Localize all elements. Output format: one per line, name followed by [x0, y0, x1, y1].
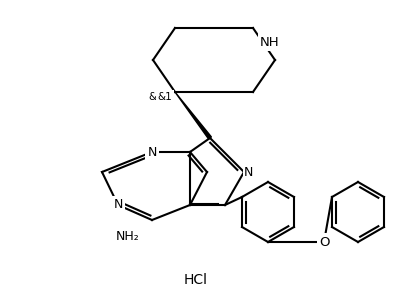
Text: NH₂: NH₂ — [116, 230, 140, 244]
Text: NH₂: NH₂ — [118, 230, 142, 244]
Text: HCl: HCl — [184, 273, 208, 287]
Text: N: N — [113, 198, 123, 212]
Polygon shape — [175, 92, 211, 139]
Text: O: O — [319, 236, 329, 249]
Text: N: N — [147, 145, 157, 159]
Text: N: N — [244, 165, 253, 179]
Text: NH: NH — [260, 35, 280, 48]
Text: NH: NH — [260, 35, 280, 48]
Text: &1: &1 — [148, 92, 163, 102]
Text: N: N — [113, 198, 123, 212]
Text: N: N — [244, 165, 253, 179]
Text: O: O — [319, 236, 329, 249]
Text: N: N — [147, 145, 157, 159]
Text: &1: &1 — [158, 92, 173, 102]
Text: HCl: HCl — [184, 273, 208, 287]
